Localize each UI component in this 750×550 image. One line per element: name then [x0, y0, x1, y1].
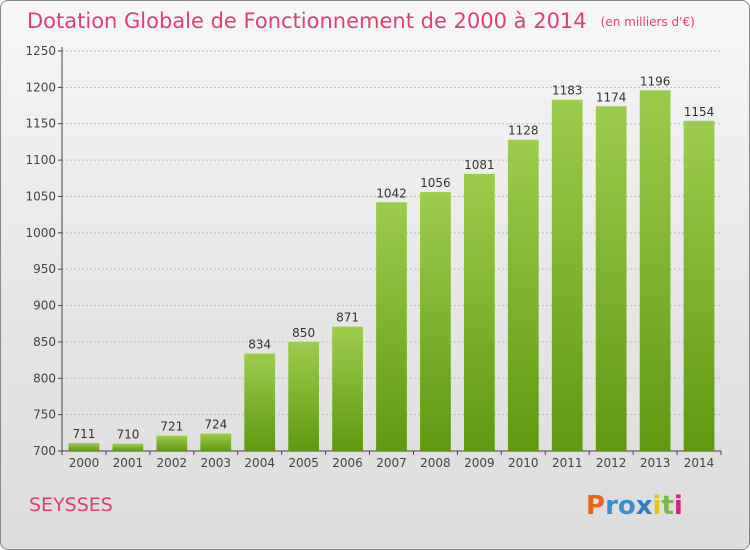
x-tick-label-2007: 2007: [376, 456, 407, 470]
value-label-2002: 721: [160, 420, 183, 434]
bar-2009: [463, 173, 495, 451]
value-label-2003: 724: [204, 418, 227, 432]
x-tick-label-2012: 2012: [596, 456, 627, 470]
x-tick-label-2006: 2006: [332, 456, 363, 470]
x-tick-label-2008: 2008: [420, 456, 451, 470]
x-tick-label-2005: 2005: [288, 456, 319, 470]
y-tick-label: 850: [33, 335, 56, 349]
proxiti-logo[interactable]: Proxiti: [586, 491, 683, 521]
x-tick-label-2013: 2013: [640, 456, 671, 470]
x-tick-label-2011: 2011: [552, 456, 583, 470]
y-tick-label: 1050: [25, 189, 56, 203]
value-label-2001: 710: [116, 428, 139, 442]
axes: 700 750 800 850 900 950 1000 1050 1100 1150 1200 12…: [25, 44, 722, 470]
value-label-2005: 850: [292, 326, 315, 340]
bar-2008: [420, 192, 451, 451]
bars: [68, 90, 715, 452]
y-tick-label: 950: [33, 262, 56, 276]
x-tick-label-2014: 2014: [684, 456, 715, 470]
value-label-2011: 1183: [552, 84, 583, 98]
y-tick-label: 1000: [25, 226, 56, 240]
bar-2006: [332, 326, 363, 451]
bar-2004: [244, 353, 276, 451]
y-tick-label: 1150: [25, 117, 56, 131]
x-tick-label-2002: 2002: [157, 456, 188, 470]
value-label-2010: 1128: [508, 124, 539, 138]
y-tick-label: 1250: [25, 44, 56, 58]
bar-2010: [507, 139, 539, 451]
bar-2005: [288, 341, 320, 451]
y-tick-label: 750: [33, 408, 56, 422]
bar-2012: [595, 106, 627, 451]
chart-title: Dotation Globale de Fonctionnement de 20…: [27, 9, 695, 33]
bar-2001: [112, 443, 144, 451]
value-label-2013: 1196: [640, 74, 671, 88]
y-tick-label: 800: [33, 371, 56, 385]
y-tick-label: 700: [33, 444, 56, 458]
bar-2002: [156, 435, 188, 451]
value-label-2000: 711: [73, 427, 96, 441]
x-tick-label-2004: 2004: [244, 456, 275, 470]
bar-2014: [683, 120, 715, 452]
value-label-2007: 1042: [376, 186, 407, 200]
y-tick-label: 900: [33, 299, 56, 313]
x-tick-label-2001: 2001: [113, 456, 144, 470]
value-label-2014: 1154: [684, 105, 715, 119]
bar-2011: [551, 99, 583, 452]
bar-2000: [68, 443, 100, 451]
x-tick-label-2003: 2003: [200, 456, 231, 470]
value-label-2004: 834: [248, 338, 271, 352]
chart-unit-note: (en milliers d'€): [600, 15, 695, 29]
bar-2003: [200, 433, 232, 451]
bar-2007: [376, 202, 407, 451]
value-label-2009: 1081: [464, 158, 495, 172]
y-tick-label: 1200: [25, 80, 56, 94]
y-tick-label: 1100: [25, 153, 56, 167]
value-label-2008: 1056: [420, 176, 451, 190]
x-tick-label-2009: 2009: [464, 456, 495, 470]
value-label-2006: 871: [336, 311, 359, 325]
x-tick-label-2010: 2010: [508, 456, 539, 470]
commune-name: SEYSSES: [29, 494, 113, 516]
chart-title-text: Dotation Globale de Fonctionnement de 20…: [27, 9, 587, 33]
value-labels: 711 710 721 724 834 850 871 1042 1056 1081 1128 118…: [73, 74, 715, 441]
value-label-2012: 1174: [596, 90, 627, 104]
x-tick-label-2000: 2000: [69, 456, 100, 470]
bar-2013: [639, 90, 671, 451]
